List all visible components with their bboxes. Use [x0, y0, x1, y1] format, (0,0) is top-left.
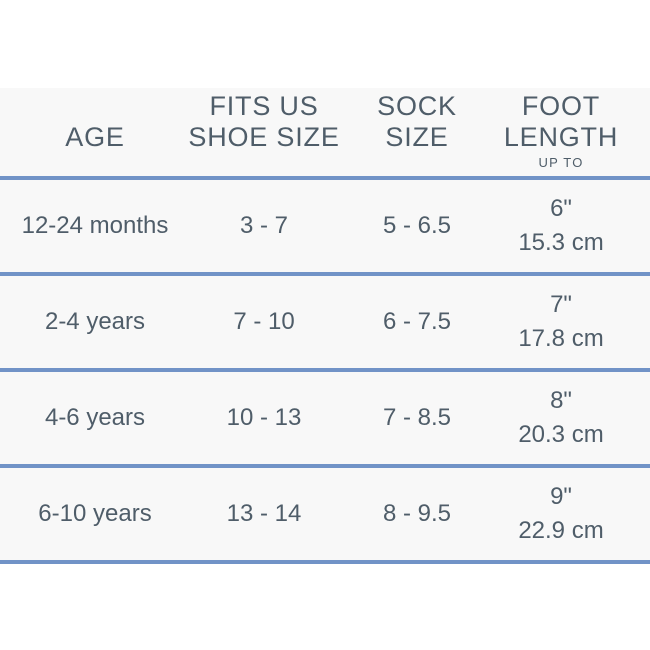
table-row: 6-10 years 13 - 14 8 - 9.5 9" 22.9 cm	[0, 468, 650, 564]
cell-age: 4-6 years	[44, 404, 146, 431]
cell-foot-length: 7" 17.8 cm	[496, 276, 650, 368]
cell-sock-size: 5 - 6.5	[382, 212, 452, 239]
cell-sock-size: 8 - 9.5	[382, 500, 452, 527]
foot-length-inches: 9"	[550, 483, 572, 510]
header-cell-foot-length: FOOT LENGTH UP TO	[496, 88, 650, 176]
table-row: 2-4 years 7 - 10 6 - 7.5 7" 17.8 cm	[0, 276, 650, 372]
cell-shoe-size: 7 - 10	[233, 308, 295, 335]
table-row: 4-6 years 10 - 13 7 - 8.5 8" 20.3 cm	[0, 372, 650, 468]
cell-age: 12-24 months	[21, 212, 169, 239]
cell-sock-size: 6 - 7.5	[382, 308, 452, 335]
header-shoe-line2: SHOE SIZE	[188, 122, 340, 152]
header-sock-line1: SOCK	[377, 91, 457, 121]
header-foot-upto-label: UP TO	[538, 155, 584, 170]
header-age-label: AGE	[65, 122, 125, 152]
foot-length-cm: 15.3 cm	[518, 229, 604, 256]
cell-age: 2-4 years	[44, 308, 146, 335]
cell-foot-length: 8" 20.3 cm	[496, 372, 650, 464]
table-header-row: AGE FITS US SHOE SIZE SOCK SIZE FOOT LEN…	[0, 88, 650, 180]
header-cell-sock-size: SOCK SIZE	[338, 88, 496, 176]
foot-length-inches: 8"	[550, 387, 572, 414]
header-shoe-line1: FITS US	[209, 91, 319, 121]
cell-age: 6-10 years	[38, 500, 152, 527]
foot-length-cm: 22.9 cm	[518, 517, 604, 544]
cell-foot-length: 6" 15.3 cm	[496, 180, 650, 272]
cell-shoe-size: 3 - 7	[239, 212, 289, 239]
header-foot-line2: LENGTH	[503, 122, 619, 152]
foot-length-cm: 20.3 cm	[518, 421, 604, 448]
cell-foot-length: 9" 22.9 cm	[496, 468, 650, 560]
foot-length-inches: 6"	[550, 195, 572, 222]
cell-shoe-size: 13 - 14	[226, 500, 302, 527]
cell-shoe-size: 10 - 13	[226, 404, 302, 431]
table-row: 12-24 months 3 - 7 5 - 6.5 6" 15.3 cm	[0, 180, 650, 276]
header-cell-shoe-size: FITS US SHOE SIZE	[188, 88, 340, 176]
header-cell-age: AGE	[0, 88, 190, 176]
header-foot-line1: FOOT	[521, 91, 601, 121]
header-sock-line2: SIZE	[385, 122, 449, 152]
foot-length-cm: 17.8 cm	[518, 325, 604, 352]
size-chart-table: AGE FITS US SHOE SIZE SOCK SIZE FOOT LEN…	[0, 88, 650, 564]
foot-length-inches: 7"	[550, 291, 572, 318]
cell-sock-size: 7 - 8.5	[382, 404, 452, 431]
